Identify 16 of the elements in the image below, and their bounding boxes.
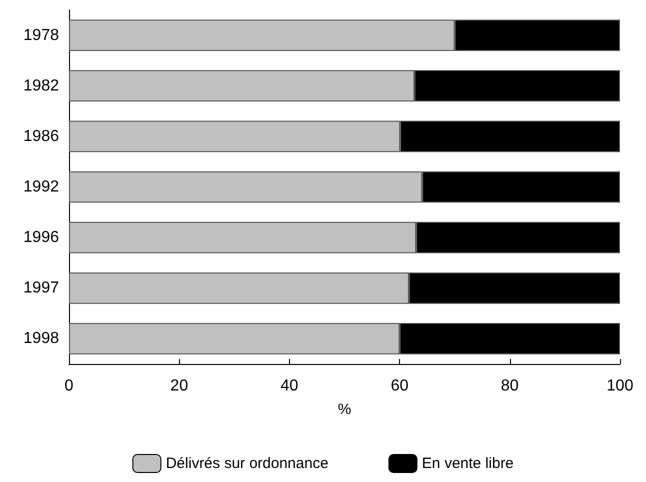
legend-label: Délivrés sur ordonnance [166,455,328,472]
x-tick-label: 20 [170,378,188,394]
x-tick-label: 40 [280,378,298,394]
y-tick-label: 1998 [23,330,60,348]
x-axis-title: % [338,401,352,418]
y-tick-label: 1996 [23,229,60,246]
y-tick-label: 1978 [23,26,60,44]
x-tick-label: 80 [500,378,519,394]
y-tick-label: 1992 [23,178,60,196]
x-tick-label: 100 [606,378,634,394]
x-tick-label: 0 [64,378,74,394]
y-tick-label: 1986 [23,128,60,145]
x-tick-label: 60 [390,378,409,394]
y-tick-label: 1982 [23,77,60,94]
y-tick-label: 1997 [23,280,60,297]
legend-label: En vente libre [422,455,514,472]
